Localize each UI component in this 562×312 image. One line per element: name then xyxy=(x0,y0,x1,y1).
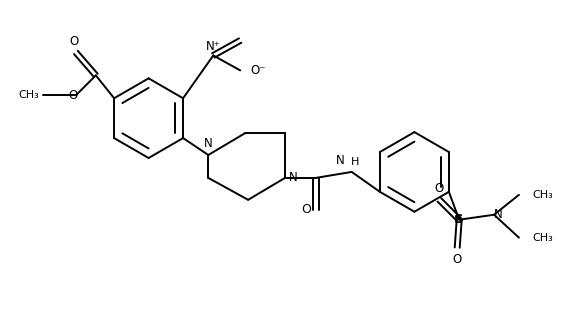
Text: O: O xyxy=(452,253,462,266)
Text: N: N xyxy=(204,137,212,150)
Text: CH₃: CH₃ xyxy=(533,190,554,200)
Text: O: O xyxy=(434,182,444,195)
Text: N: N xyxy=(494,208,503,221)
Text: H: H xyxy=(351,157,359,167)
Text: N⁺: N⁺ xyxy=(206,41,221,53)
Text: O: O xyxy=(69,89,78,102)
Text: CH₃: CH₃ xyxy=(533,233,554,243)
Text: O⁻: O⁻ xyxy=(250,64,266,77)
Text: N: N xyxy=(336,154,345,167)
Text: O: O xyxy=(69,36,79,48)
Text: S: S xyxy=(455,213,464,226)
Text: O: O xyxy=(301,203,311,216)
Text: CH₃: CH₃ xyxy=(19,90,39,100)
Text: N: N xyxy=(289,171,298,184)
